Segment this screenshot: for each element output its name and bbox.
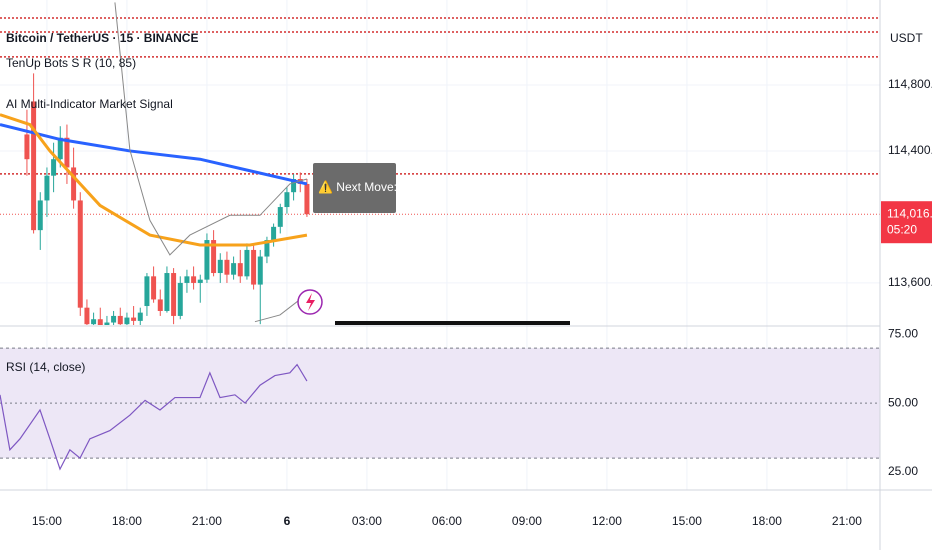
candle-body (277, 207, 283, 227)
candle-body (137, 312, 143, 321)
candle-body (264, 240, 270, 257)
y-tick-label: 25.00 (888, 464, 918, 478)
candle-body (71, 167, 77, 201)
candle-body (64, 137, 70, 168)
candle-body (224, 259, 230, 275)
candle-body (284, 192, 290, 208)
plot-layer (0, 0, 880, 490)
price-box (881, 201, 932, 244)
candle-body (177, 282, 183, 316)
rsi-title: RSI (14, close) (6, 360, 85, 374)
rsi-line (0, 363, 308, 471)
candle-body (271, 226, 277, 241)
y-tick-label: 114,400.00 (888, 143, 932, 157)
y-tick-label: 75.00 (888, 326, 918, 340)
indicator-line (0, 113, 308, 247)
candle-body (124, 317, 130, 325)
candle-body (204, 240, 210, 280)
x-tick-label: 6 (284, 514, 291, 528)
x-tick-label: 09:00 (512, 514, 542, 528)
y-tick-label: 113,600.00 (888, 275, 932, 289)
candle-body (91, 319, 97, 325)
candle-body (31, 101, 37, 231)
candles (0, 2, 310, 325)
candle-body (104, 322, 110, 325)
x-tick-label: 18:00 (112, 514, 142, 528)
candle-body (171, 273, 177, 316)
x-tick-label: 06:00 (432, 514, 462, 528)
candle-body (44, 175, 50, 201)
candle-body (251, 249, 257, 285)
candle-body (197, 279, 203, 283)
indicator-label: TenUp Bots S R (10, 85) (6, 56, 136, 70)
candle-body (237, 263, 243, 277)
candle-body (291, 178, 297, 193)
candle-body (24, 134, 30, 160)
signal-box (313, 163, 396, 213)
candle-body (97, 319, 103, 325)
candle-body (191, 276, 197, 283)
x-tick-label: 03:00 (352, 514, 382, 528)
lightning-icon (297, 289, 323, 315)
x-tick-label: 21:00 (832, 514, 862, 528)
candle-body (304, 183, 310, 215)
candle-body (211, 240, 217, 274)
candle-body (257, 256, 263, 285)
candle-body (244, 249, 250, 277)
candle-body (144, 276, 150, 307)
candle-body (164, 273, 170, 311)
x-tick-label: 18:00 (752, 514, 782, 528)
x-tick-label: 21:00 (192, 514, 222, 528)
x-tick-label: 15:00 (672, 514, 702, 528)
candle-body (37, 200, 43, 231)
x-tick-label: 12:00 (592, 514, 622, 528)
candle-body (151, 276, 157, 300)
candle-body (184, 276, 190, 283)
x-tick-label: 15:00 (32, 514, 62, 528)
candle-body (217, 259, 223, 274)
price-label: 114,016.56 (887, 206, 932, 220)
candle-body (84, 307, 90, 325)
candle-body (157, 299, 163, 311)
candle-body (231, 263, 237, 275)
symbol-title: Bitcoin / TetherUS · 15 · BINANCE (6, 31, 198, 45)
candle-body (51, 159, 57, 176)
candle-body (77, 200, 83, 308)
currency-label: USDT (890, 31, 923, 45)
countdown-label: 05:20 (887, 222, 917, 236)
signal-text: ⚠️ Next Move: WAIT (318, 180, 431, 194)
y-tick-label: 114,800.00 (888, 77, 932, 91)
candle-body (111, 315, 117, 323)
indicator-label: AI Multi-Indicator Market Signal (6, 97, 173, 111)
candle-body (131, 317, 137, 321)
indicator-line (0, 123, 308, 186)
candle-body (57, 137, 63, 160)
indicator-line (114, 2, 308, 256)
y-tick-label: 50.00 (888, 395, 918, 409)
candle-body (117, 315, 123, 325)
